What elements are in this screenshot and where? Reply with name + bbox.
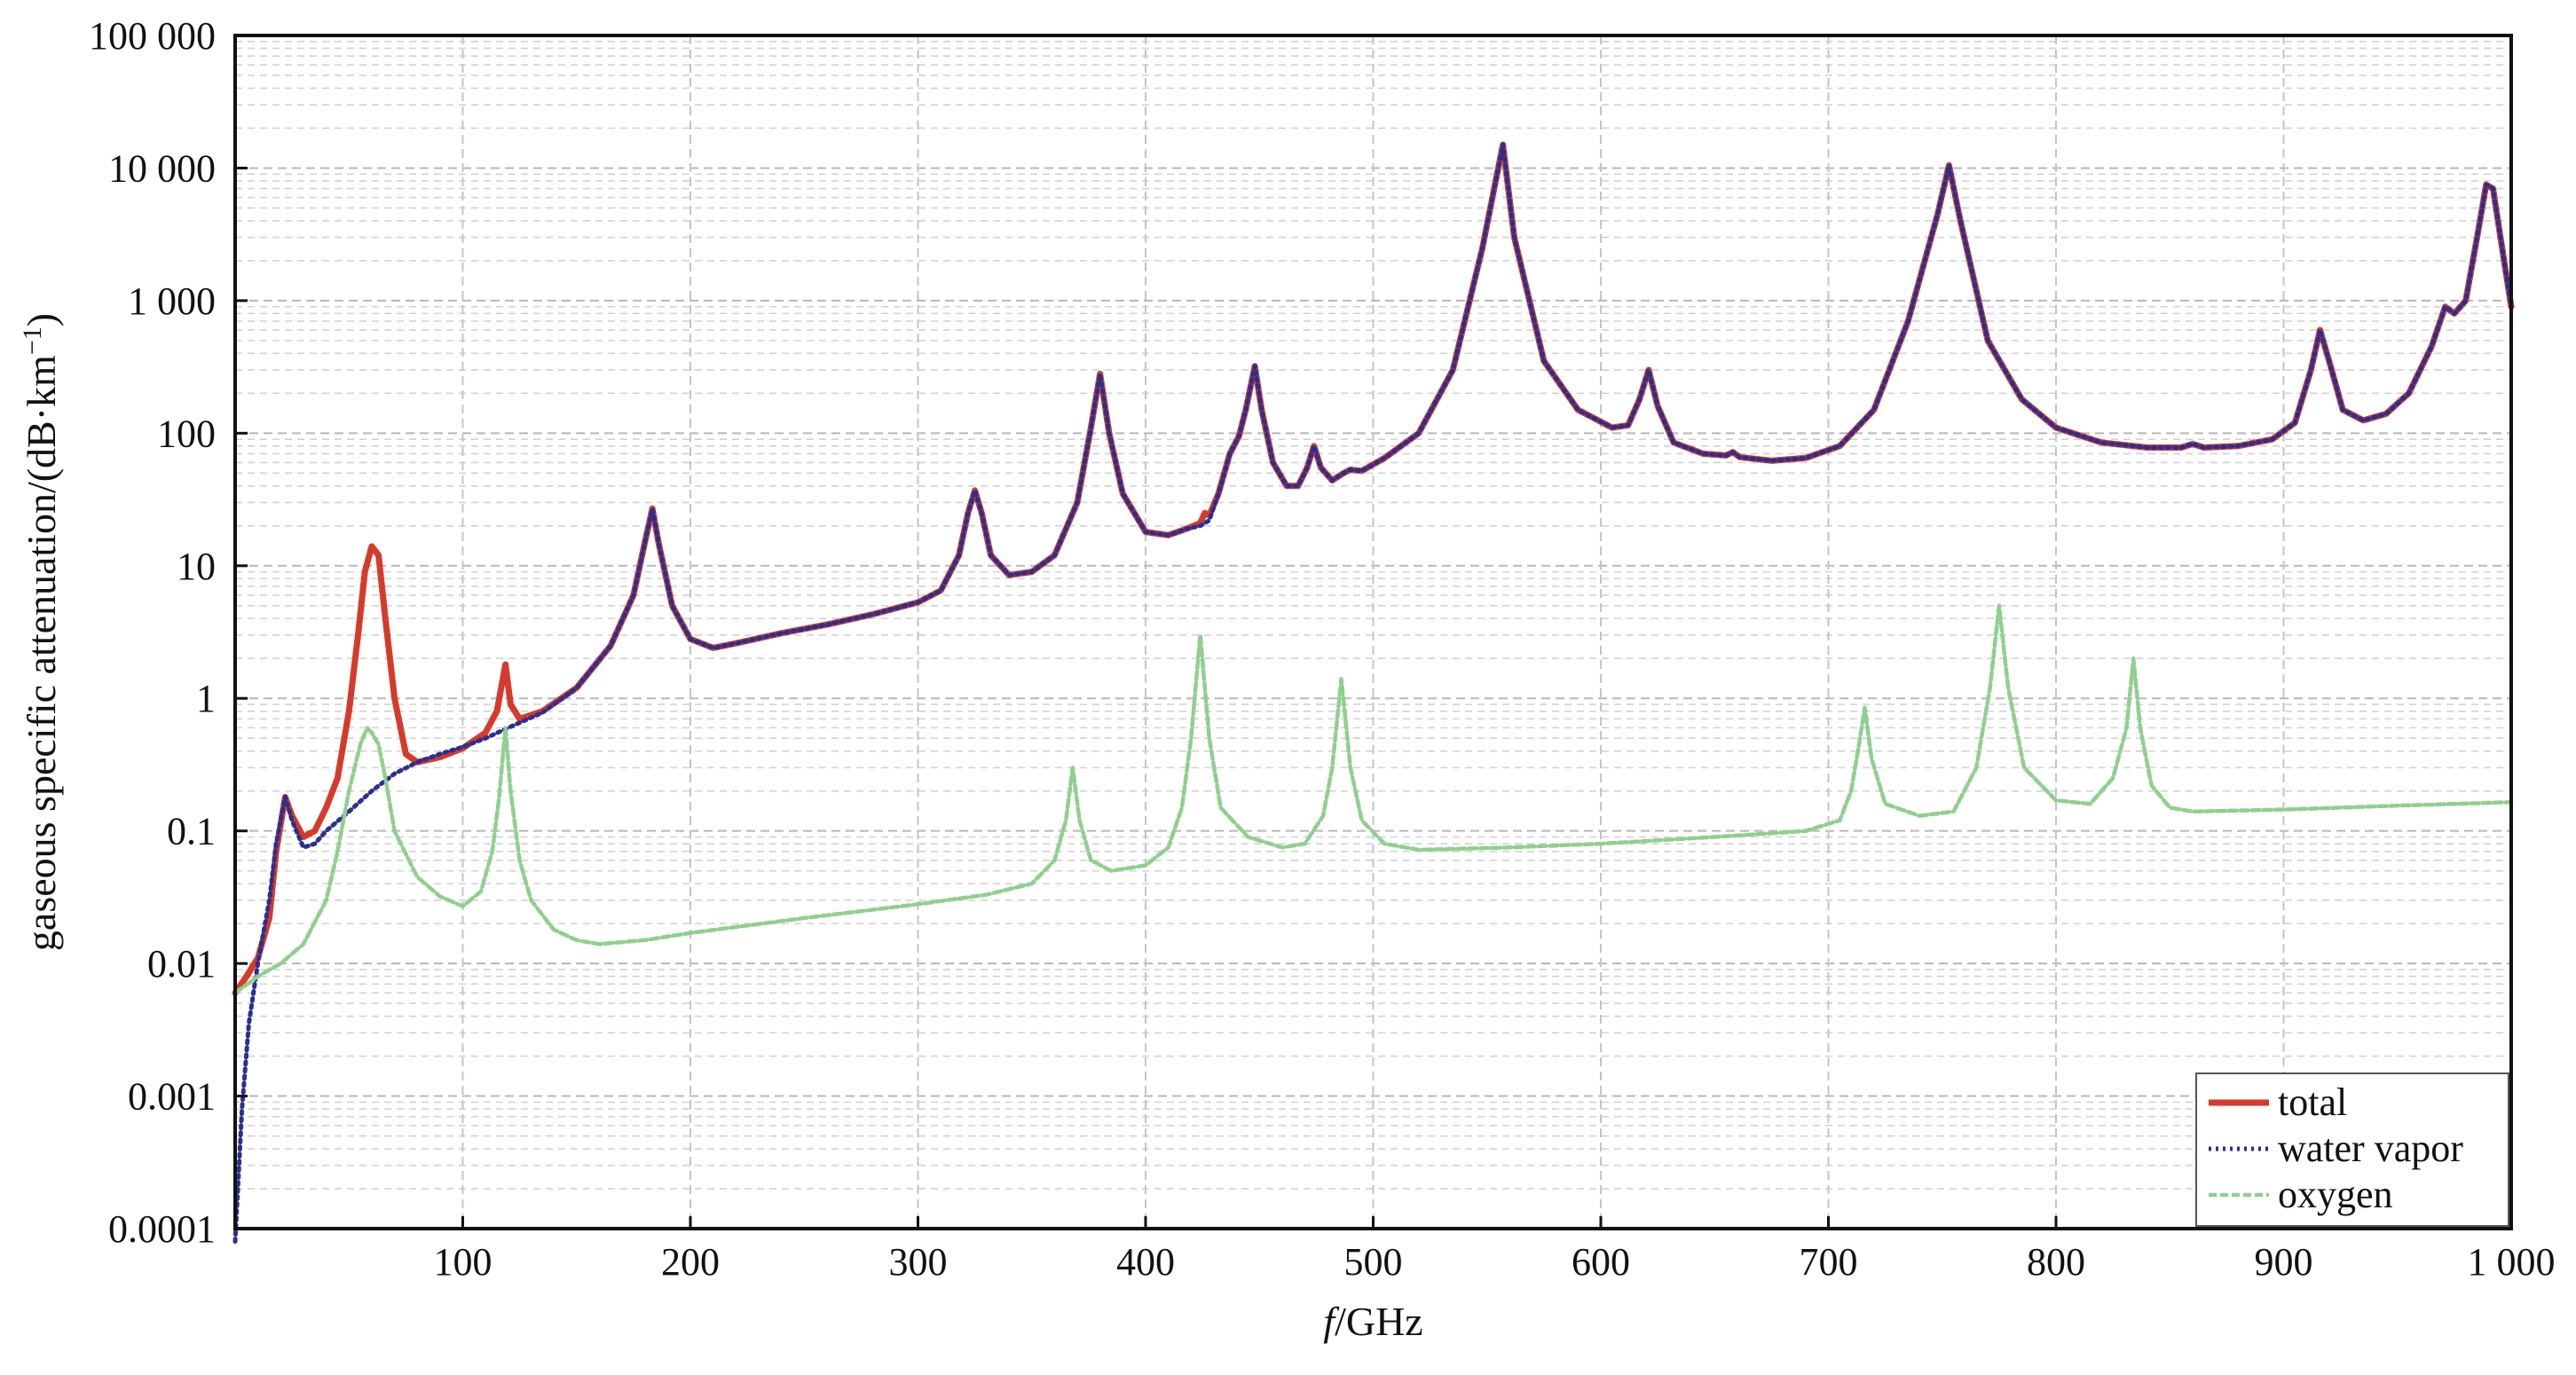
grid-lines: [235, 35, 2512, 1230]
y-tick-label: 100 000: [89, 14, 216, 58]
y-tick-label: 1 000: [128, 279, 216, 323]
series-line-oxygen: [232, 603, 2514, 995]
y-axis-label-superscript: −1: [18, 326, 47, 355]
series-layer: [232, 141, 2515, 1244]
axis-tick-labels: 100 200 300 400 500 600 700 800 900 1 000 0.0001 0.…: [89, 14, 2556, 1284]
x-tick-label: 300: [889, 1240, 948, 1284]
x-tick-label: 700: [1800, 1240, 1858, 1284]
x-tick-label: 900: [2255, 1240, 2313, 1284]
x-tick-label: 1 000: [2468, 1240, 2556, 1284]
axis-ticks: [235, 34, 2513, 1230]
series-line-water-vapor: [232, 142, 2514, 1244]
y-tick-label: 10: [177, 545, 216, 588]
x-tick-label: 100: [434, 1240, 492, 1284]
y-tick-label: 100: [157, 412, 216, 455]
legend-box: [2195, 1072, 2509, 1227]
legend-label-oxygen: oxygen: [2278, 1173, 2393, 1216]
x-tick-label: 600: [1572, 1240, 1630, 1284]
y-tick-label: 0.01: [147, 942, 216, 986]
y-tick-label: 1: [196, 677, 216, 720]
x-axis-label-unit: /GHz: [1335, 1299, 1423, 1344]
y-tick-label: 0.001: [128, 1075, 216, 1119]
x-tick-label: 200: [661, 1240, 720, 1284]
x-tick-label: 500: [1344, 1240, 1403, 1284]
x-tick-label: 400: [1116, 1240, 1175, 1284]
y-axis-label-close: ): [19, 313, 64, 326]
x-tick-label: 800: [2027, 1240, 2085, 1284]
y-axis-label-main: gaseous specific attenuation/(dB·km: [19, 355, 64, 951]
y-tick-label: 0.1: [167, 810, 216, 853]
legend-label-total: total: [2278, 1080, 2347, 1124]
y-tick-label: 0.0001: [108, 1207, 216, 1251]
y-axis-label: gaseous specific attenuation/(dB·km−1): [18, 313, 65, 951]
y-tick-label: 10 000: [108, 146, 216, 190]
legend-label-water-vapor: water vapor: [2278, 1127, 2463, 1170]
x-axis-label: f/GHz: [1323, 1299, 1422, 1344]
